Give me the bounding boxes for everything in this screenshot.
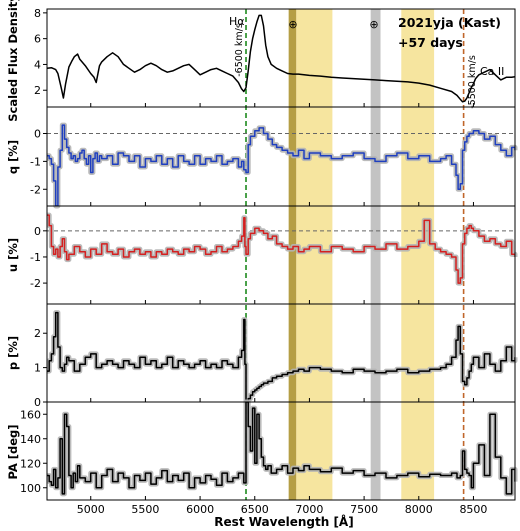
shaded-band-1 — [296, 9, 333, 500]
ytick-label-q-1: -1 — [30, 155, 41, 168]
ytick-label-flux-0: 2 — [34, 84, 41, 97]
axis-ticks: 2 4 6 8 0 -1 -2 0 -1 -2 0 1 2 100 120 140 160 5000 5500 600… — [20, 7, 487, 516]
series-line-u — [47, 214, 515, 284]
shaded-band-3 — [401, 9, 435, 500]
epoch-label: +57 days — [398, 35, 463, 50]
object-label: 2021yja (Kast) — [398, 15, 501, 30]
series-line-flux — [47, 14, 515, 103]
shaded-bands — [288, 9, 435, 500]
ytick-label-flux-3: 8 — [34, 7, 41, 20]
series-line-pa — [47, 402, 515, 495]
error-band-u — [46, 212, 518, 286]
xtick-label-5: 7500 — [350, 503, 378, 516]
xtick-label-2: 6000 — [186, 503, 214, 516]
y-axis-label-q: q [%] — [6, 140, 20, 174]
xtick-label-4: 7000 — [295, 503, 323, 516]
xtick-label-1: 5500 — [131, 503, 159, 516]
ytick-label-p-1: 1 — [34, 362, 41, 375]
ytick-label-u-1: -1 — [30, 251, 41, 264]
panel-frames — [46, 8, 516, 501]
ytick-label-p-0: 0 — [34, 396, 41, 409]
y-axis-label-p: p [%] — [6, 336, 20, 370]
error-band-q — [46, 122, 518, 209]
ytick-label-flux-2: 6 — [34, 33, 41, 46]
error-band-p — [46, 310, 518, 405]
data-series — [46, 14, 518, 497]
panel-frame-pa — [46, 401, 516, 501]
telluric-marker-a: ⊕ — [288, 18, 297, 31]
panel-frame-p — [46, 303, 516, 403]
series-line-p — [47, 311, 515, 402]
ytick-label-u-0: 0 — [34, 225, 41, 238]
ytick-label-p-2: 2 — [34, 327, 41, 340]
ytick-label-pa-2: 140 — [20, 433, 41, 446]
telluric-marker-b: ⊕ — [369, 18, 378, 31]
ca-ii-velocity-label: -5500 km/s — [467, 55, 478, 109]
xtick-label-3: 6500 — [241, 503, 269, 516]
shaded-band-2 — [370, 9, 381, 500]
h-alpha-label: Hα — [229, 15, 245, 28]
h-alpha-velocity-label: -6500 km/s — [234, 23, 245, 77]
ca-ii-label: Ca II — [480, 65, 504, 78]
ytick-label-q-0: 0 — [34, 127, 41, 140]
ytick-label-pa-0: 100 — [20, 482, 41, 495]
ytick-label-pa-3: 160 — [20, 408, 41, 421]
ytick-label-q-2: -2 — [30, 183, 41, 196]
ytick-label-pa-1: 120 — [20, 457, 41, 470]
shaded-band-0 — [288, 9, 297, 500]
ytick-label-flux-1: 4 — [34, 58, 41, 71]
series-line-q — [47, 124, 515, 206]
y-axis-label-pa: PA [deg] — [6, 424, 20, 479]
xtick-label-7: 8500 — [459, 503, 487, 516]
xtick-label-6: 8000 — [405, 503, 433, 516]
error-band-pa — [46, 399, 518, 497]
x-axis-label: Rest Wavelength [Å] — [214, 514, 353, 529]
y-axis-label-u: u [%] — [6, 238, 20, 272]
xtick-label-0: 5000 — [77, 503, 105, 516]
ytick-label-u-2: -2 — [30, 277, 41, 290]
y-axis-label-flux: Scaled Flux Density — [6, 0, 20, 122]
